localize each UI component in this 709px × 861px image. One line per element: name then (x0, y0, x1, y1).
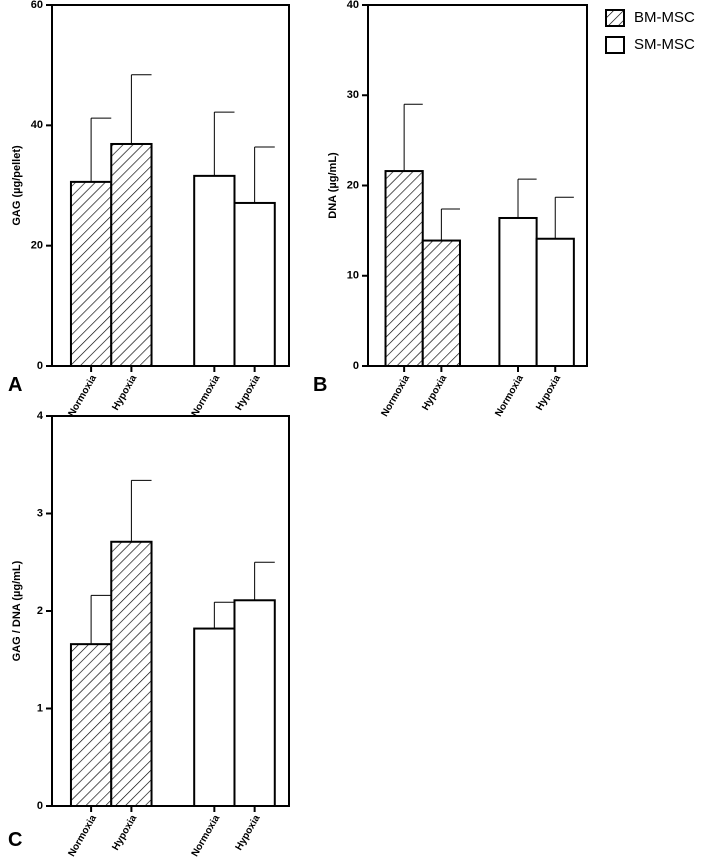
y-tick-label: 20 (31, 240, 43, 252)
bar (69, 180, 113, 367)
plot-frame (51, 415, 290, 807)
x-tick-label: Normoxia (190, 813, 223, 859)
y-tick-label: 10 (347, 270, 359, 282)
bar (110, 142, 153, 367)
x-tick-label: Normoxia (66, 373, 99, 419)
legend-swatch (605, 9, 625, 27)
y-axis-label: DNA (µg/mL) (327, 152, 339, 219)
y-tick-label: 1 (37, 702, 43, 714)
y-tick-label: 2 (37, 605, 43, 617)
x-tick-label: Normoxia (190, 373, 223, 419)
y-tick-label: 4 (37, 410, 44, 422)
bar (69, 643, 113, 808)
x-tick-label: Hypoxia (234, 813, 263, 853)
panel-label: A (8, 374, 22, 396)
x-tick-label: Hypoxia (534, 373, 563, 413)
y-tick-label: 3 (37, 507, 43, 519)
x-tick-label: Normoxia (66, 813, 99, 859)
y-tick-label: 40 (347, 0, 359, 11)
bar (193, 627, 236, 807)
x-tick-label: Hypoxia (110, 373, 139, 413)
y-tick-label: 30 (347, 89, 359, 101)
y-tick-label: 40 (31, 119, 43, 131)
bar (110, 540, 153, 808)
plot-frame (367, 4, 588, 367)
y-tick-label: 0 (37, 800, 43, 812)
panel-label: C (8, 829, 22, 851)
y-tick-label: 0 (353, 360, 359, 372)
legend-label: BM-MSC (634, 9, 695, 26)
panel-label: B (313, 374, 327, 396)
y-axis-label: GAG (µg/pellet) (11, 145, 23, 226)
bar (233, 201, 276, 367)
bar (233, 599, 276, 808)
x-tick-label: Hypoxia (420, 373, 449, 413)
x-tick-label: Normoxia (493, 373, 526, 419)
bar (498, 216, 538, 367)
bar (535, 237, 575, 367)
y-tick-label: 0 (37, 360, 43, 372)
plot-frame (51, 4, 290, 367)
legend-label: SM-MSC (634, 36, 695, 53)
x-tick-label: Normoxia (379, 373, 412, 419)
bar (421, 239, 461, 368)
y-axis-label: GAG / DNA (µg/mL) (11, 560, 23, 661)
bar (384, 170, 424, 367)
x-tick-label: Hypoxia (110, 813, 139, 853)
y-tick-label: 60 (31, 0, 43, 11)
legend-swatch (605, 36, 625, 54)
x-tick-label: Hypoxia (234, 373, 263, 413)
y-tick-label: 20 (347, 179, 359, 191)
bar (193, 174, 236, 367)
